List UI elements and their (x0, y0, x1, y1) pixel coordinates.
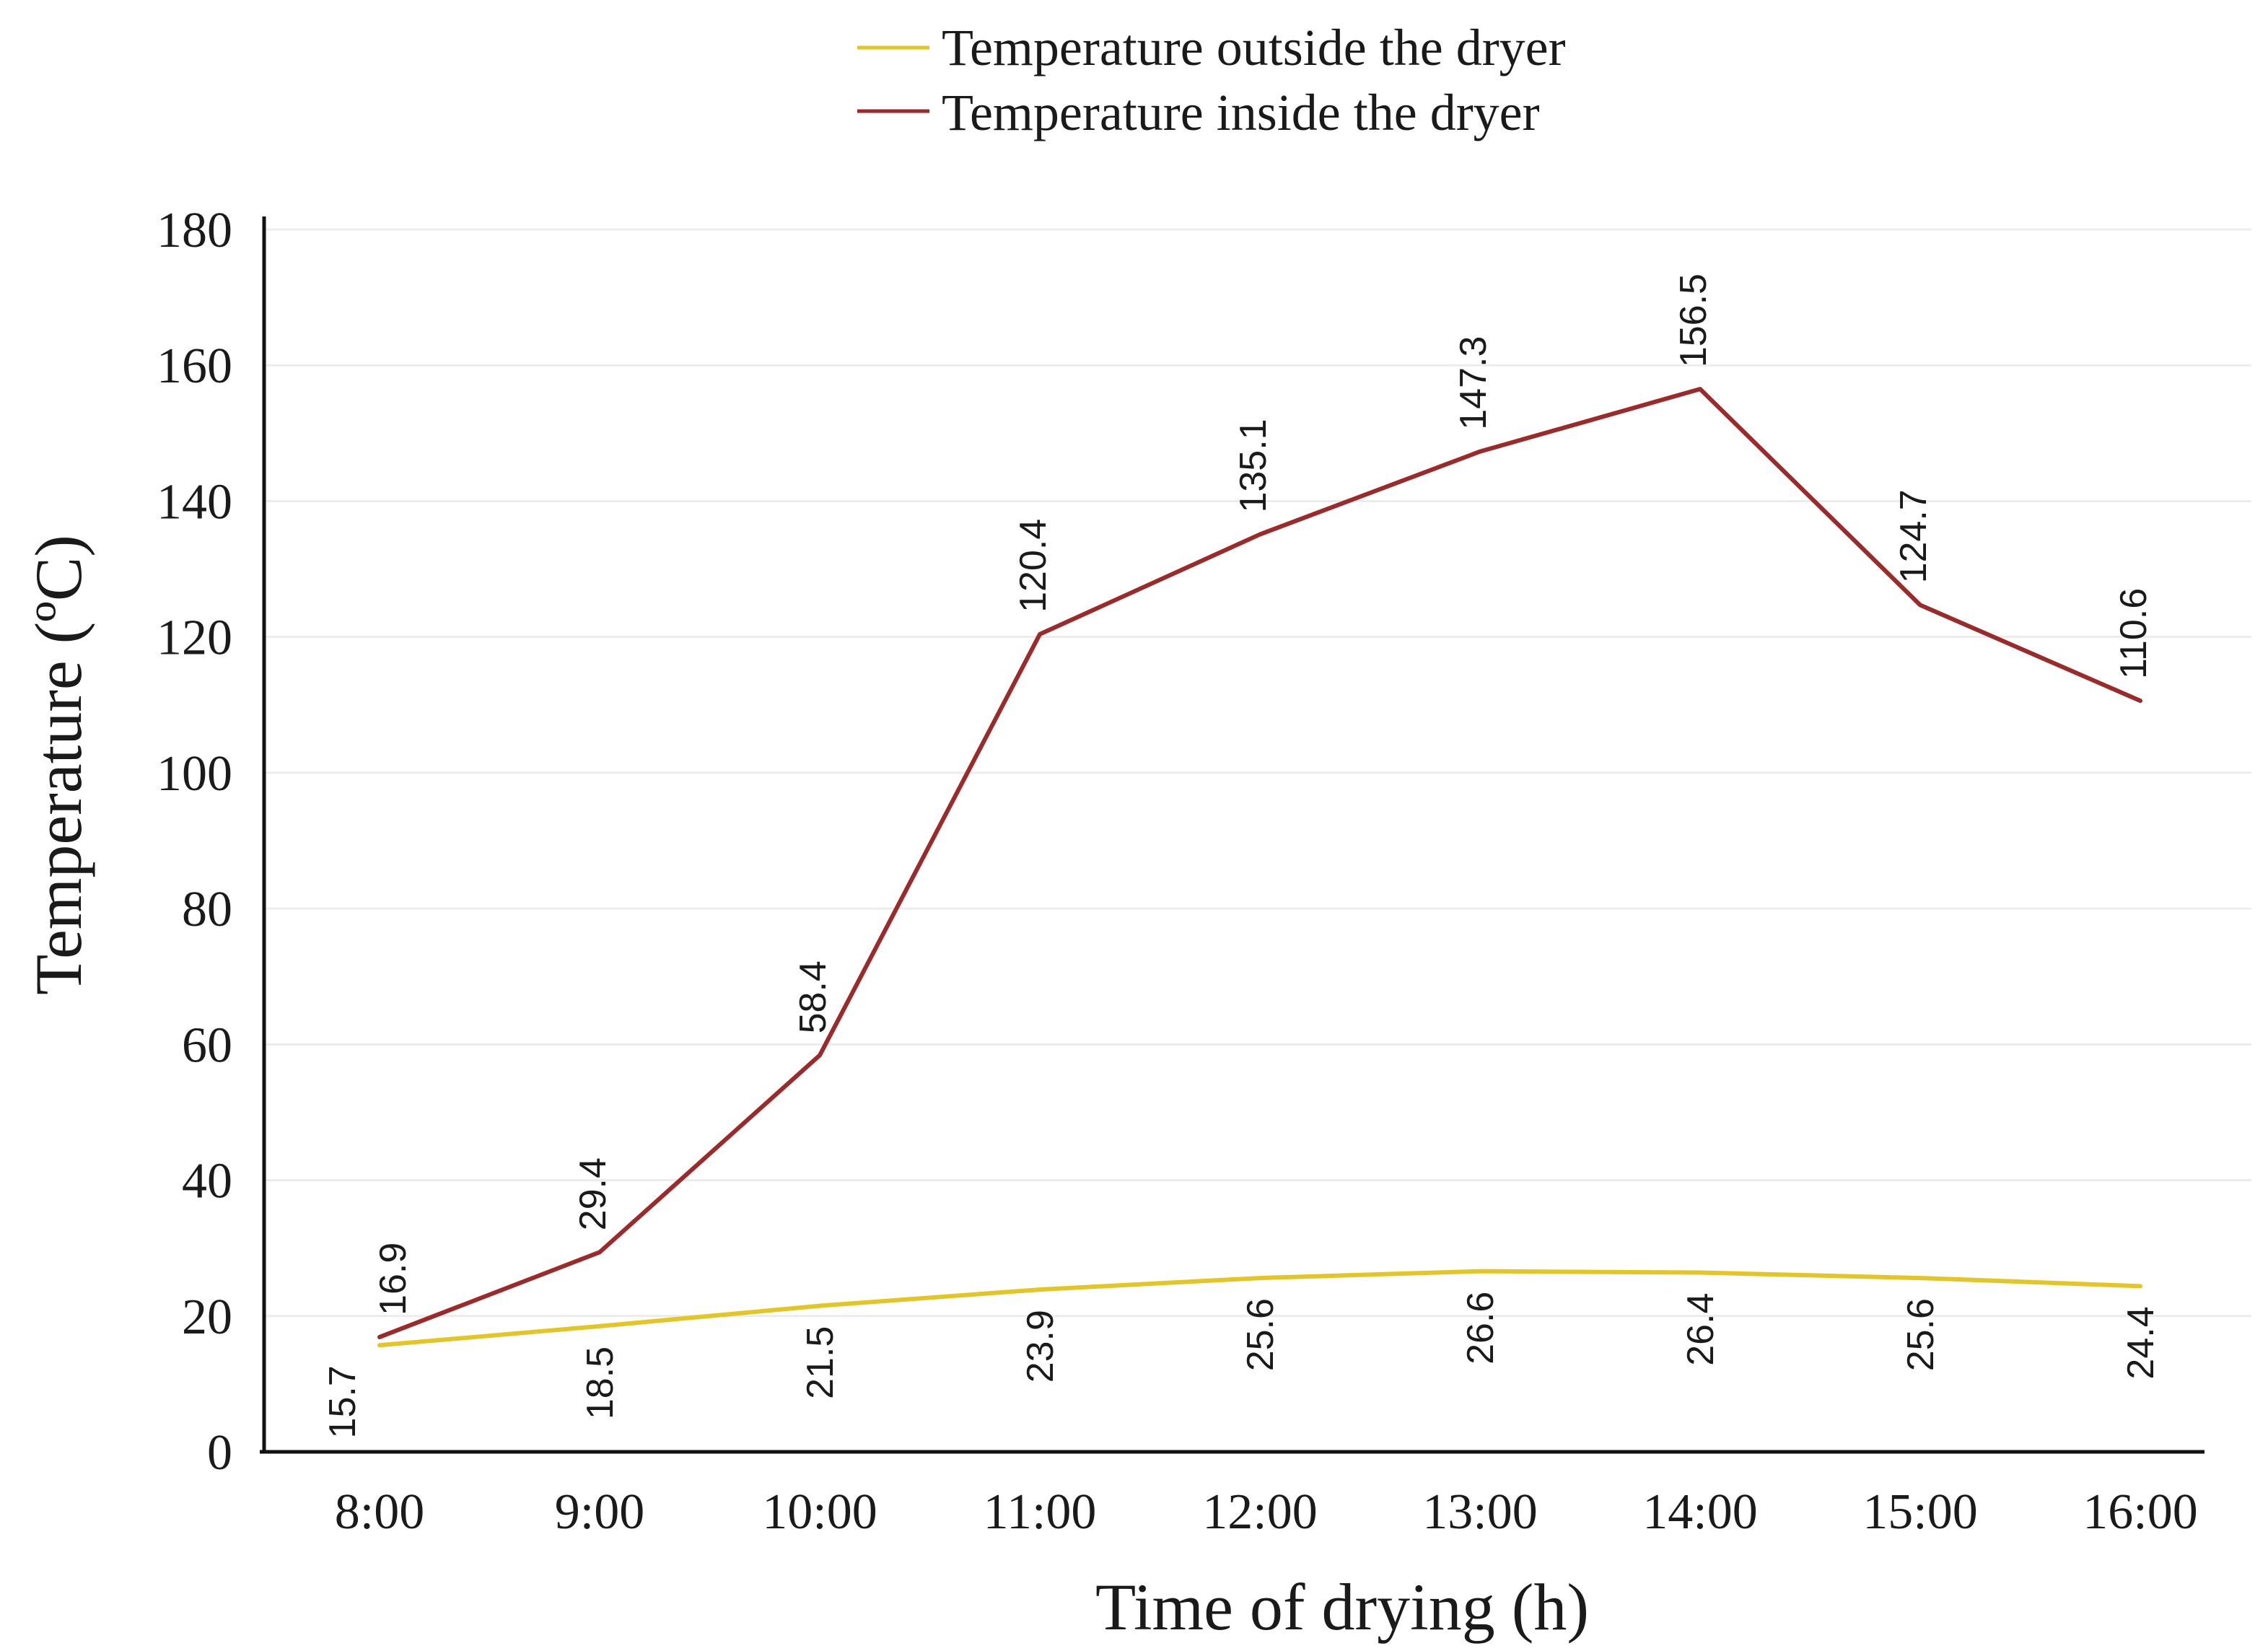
data-label-outside: 24.4 (2120, 1306, 2162, 1379)
inside-series-line (377, 387, 2142, 1339)
data-label-outside: 15.7 (322, 1365, 364, 1438)
x-tick-label: 12:00 (1202, 1484, 1317, 1540)
x-tick-label: 9:00 (555, 1484, 644, 1540)
data-label-outside: 26.4 (1680, 1293, 1722, 1366)
y-tick-label: 140 (157, 474, 232, 530)
x-tick-label: 14:00 (1642, 1484, 1757, 1540)
y-axis-ticks: 0 20 40 60 80 100 120 140 160 180 (157, 203, 232, 1481)
legend: Temperature outside the dryer Temperatur… (857, 19, 1566, 141)
data-label-outside: 18.5 (579, 1346, 621, 1419)
y-tick-label: 120 (157, 610, 232, 666)
y-tick-label: 80 (182, 882, 232, 937)
data-label-inside: 147.3 (1453, 336, 1494, 430)
legend-label-inside: Temperature inside the dryer (942, 84, 1540, 141)
gridlines (264, 228, 2251, 1318)
x-tick-label: 8:00 (335, 1484, 424, 1540)
data-label-outside: 25.6 (1900, 1298, 1942, 1371)
y-tick-label: 180 (157, 203, 232, 258)
y-tick-label: 100 (157, 746, 232, 802)
y-tick-label: 160 (157, 338, 232, 394)
data-label-inside: 135.1 (1232, 419, 1274, 512)
data-label-outside: 23.9 (1020, 1310, 1061, 1383)
data-label-inside: 124.7 (1893, 489, 1935, 583)
series-layer (377, 387, 2142, 1348)
data-label-outside: 25.6 (1240, 1298, 1282, 1371)
data-label-inside: 110.6 (2113, 588, 2155, 679)
x-tick-label: 16:00 (2083, 1484, 2197, 1540)
y-tick-label: 40 (182, 1154, 232, 1209)
y-tick-label: 20 (182, 1289, 232, 1345)
x-axis-title: Time of drying (h) (1095, 1570, 1589, 1644)
data-label-outside: 26.6 (1460, 1292, 1502, 1365)
data-label-outside: 21.5 (800, 1326, 841, 1399)
data-label-inside: 16.9 (372, 1243, 414, 1315)
data-label-inside: 29.4 (572, 1157, 614, 1230)
data-label-inside: 58.4 (792, 960, 834, 1033)
x-tick-label: 15:00 (1862, 1484, 1977, 1540)
legend-label-outside: Temperature outside the dryer (942, 19, 1566, 76)
data-label-inside: 156.5 (1673, 273, 1715, 367)
x-tick-label: 11:00 (984, 1484, 1097, 1540)
y-axis-title: Temperature (ºC) (22, 535, 95, 995)
x-tick-label: 13:00 (1422, 1484, 1537, 1540)
data-label-inside: 120.4 (1012, 519, 1054, 613)
outside-series-line (377, 1269, 2142, 1348)
x-axis-ticks: 8:00 9:00 10:00 11:00 12:00 13:00 14:00 15:00 16… (335, 1484, 2198, 1540)
data-labels: 15.7 18.5 21.5 23.9 25.6 26.6 26.4 25.6 24.4 16.9… (322, 273, 2162, 1438)
y-tick-label: 60 (182, 1017, 232, 1073)
x-tick-label: 10:00 (762, 1484, 877, 1540)
y-tick-label: 0 (207, 1425, 232, 1481)
